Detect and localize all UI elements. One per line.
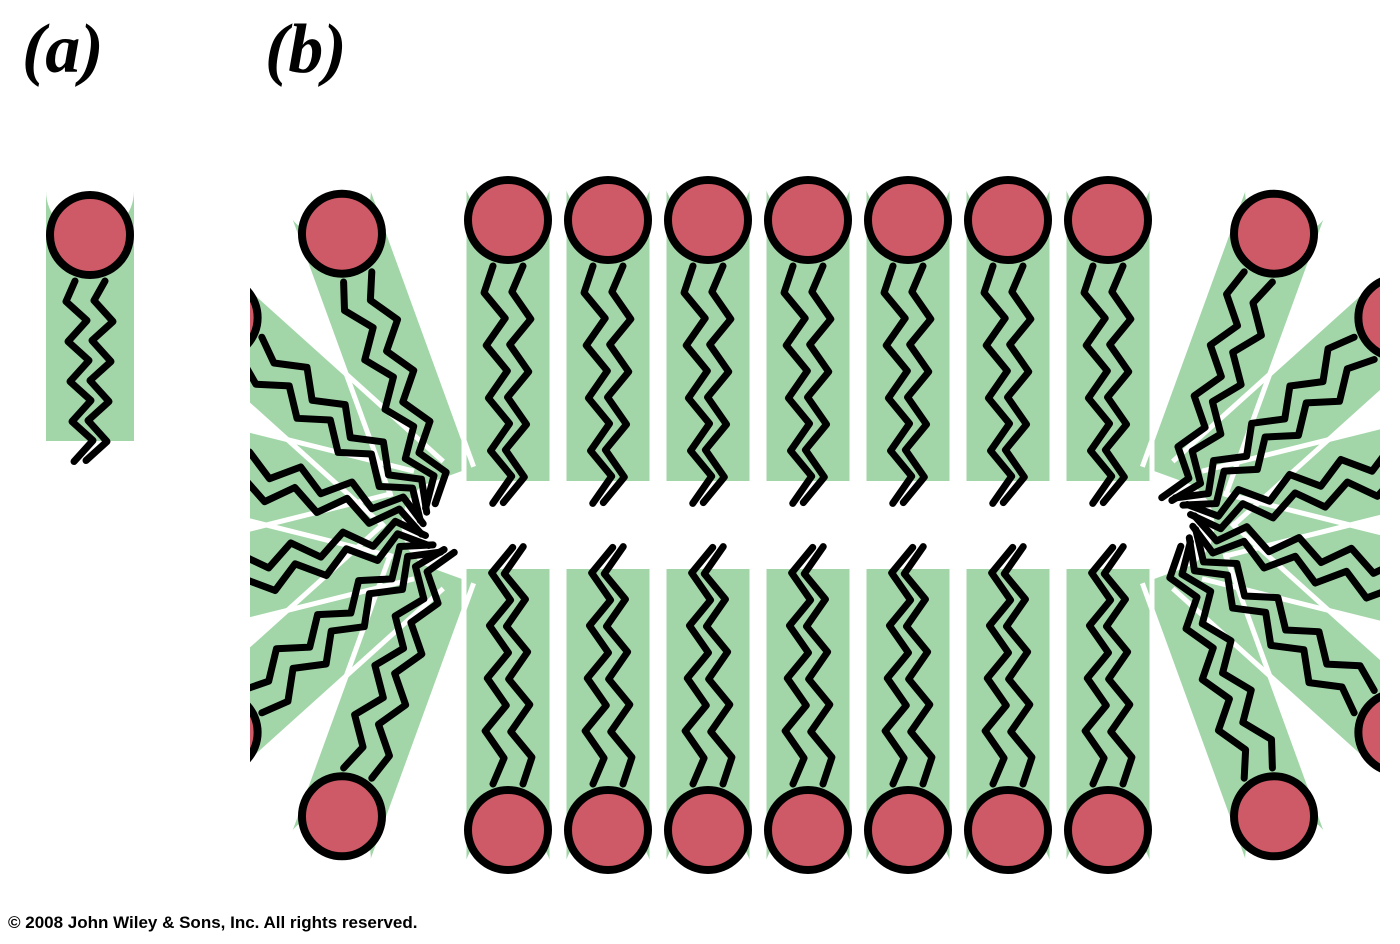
panel-label-a: (a)	[22, 10, 104, 90]
diagram-a-single-lipid	[30, 175, 150, 505]
copyright-text: © 2008 John Wiley & Sons, Inc. All right…	[8, 913, 418, 933]
panel-label-b: (b)	[265, 10, 347, 90]
diagram-b-lipid-bilayer	[250, 160, 1380, 900]
